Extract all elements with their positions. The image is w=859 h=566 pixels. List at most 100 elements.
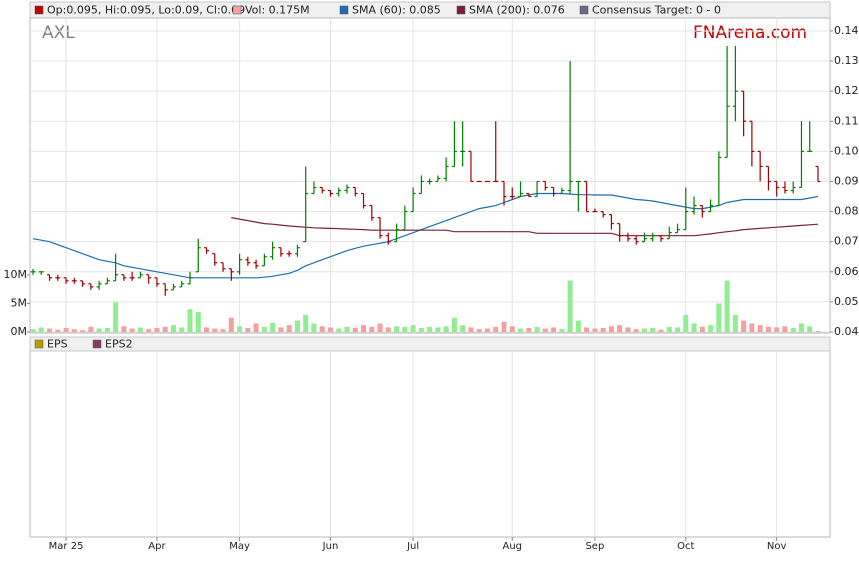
volume-bar [468,327,474,332]
ticker: AXL [42,23,75,43]
volume-bar [708,325,714,332]
volume-bar [509,326,515,332]
y-tick-label: 0.14 [834,24,859,37]
y2-tick-label: 10M [4,268,28,281]
volume-bar [484,328,490,332]
volume-bar [237,326,243,332]
volume-bar [162,326,168,332]
legend-label: EPS [47,338,68,351]
volume-bar [658,329,664,332]
volume-bar [600,328,606,332]
volume-bar [336,328,342,332]
volume-bar [352,328,358,332]
volume-bar [253,323,259,332]
x-tick-label: Sep [585,541,604,552]
y-tick-label: 0.12 [834,84,859,97]
volume-bar [319,326,325,332]
watermark: FNArena.com [693,23,807,43]
y-tick-label: 0.10 [834,144,859,157]
x-tick-label: May [229,541,250,552]
legend-label: Op:0.095, Hi:0.095, Lo:0.09, Cl:0.09 [47,4,245,17]
volume-bar [650,328,656,332]
volume-bar [559,329,565,332]
volume-bar [749,323,755,332]
volume-bar [625,327,631,332]
y-tick-label: 0.04 [834,325,859,338]
legend-swatch [456,5,466,15]
volume-bar [724,280,730,332]
volume-bar [534,326,540,332]
volume-bar [641,328,647,332]
volume-bar [807,326,813,332]
y-tick-label: 0.09 [834,174,859,187]
volume-bar [195,312,201,332]
volume-bar [741,320,747,332]
volume-bar [63,328,69,332]
y-tick-label: 0.05 [834,295,859,308]
volume-bar [410,325,416,332]
volume-bar [80,330,86,332]
volume-bar [294,320,300,332]
y2-tick-label: 5M [11,296,28,309]
volume-bar [443,326,449,332]
y-tick-label: 0.06 [834,265,859,278]
volume-bar [377,323,383,332]
volume-bar [71,329,77,332]
volume-bar [121,326,127,332]
volume-bar [666,326,672,332]
legend-label: Consensus Target: 0 - 0 [592,4,721,17]
volume-bar [608,326,614,332]
volume-bar [732,314,738,332]
volume-bar [47,328,53,332]
volume-bar [170,325,176,332]
volume-bar [575,320,581,332]
volume-bar [757,325,763,332]
legend-label: SMA (60): 0.085 [352,4,441,17]
volume-bar [774,327,780,332]
legend-swatch [34,339,44,349]
volume-bar [435,327,441,332]
volume-bar [344,326,350,332]
volume-bar [104,328,110,332]
volume-bar [460,325,466,332]
volume-bar [146,329,152,332]
volume-bar [286,325,292,332]
volume-bar [691,323,697,332]
eps-panel [29,336,831,538]
volume-bar [245,328,251,332]
y-tick-label: 0.07 [834,235,859,248]
volume-bar [55,329,61,332]
volume-bar [418,328,424,332]
legend-swatch [34,5,44,15]
volume-bar [427,326,433,332]
volume-bar [220,329,226,332]
volume-bar [476,329,482,332]
volume-bar [154,328,160,332]
volume-bar [270,322,276,332]
y-tick-label: 0.11 [834,114,859,127]
volume-bar [369,326,375,332]
volume-bar [493,326,499,332]
y-tick-label: 0.13 [834,54,859,67]
legend-swatch [232,5,242,15]
volume-bar [782,326,788,332]
legend-swatch [339,5,349,15]
volume-bar [501,321,507,332]
volume-bar [394,326,400,332]
x-tick-label: Jul [406,541,419,552]
volume-bar [716,303,722,332]
legend-label: Vol: 0.175M [245,4,310,17]
legend-swatch [579,5,589,15]
x-tick-label: Aug [502,541,522,552]
volume-bar [137,327,143,332]
legend-label: EPS2 [105,338,133,351]
volume-bar [129,328,135,332]
volume-bar [451,317,457,332]
volume-bar [592,328,598,332]
volume-bar [385,327,391,332]
x-tick-label: Jun [322,541,339,552]
volume-bar [567,280,573,332]
volume-bar [617,325,623,332]
x-tick-label: Oct [677,541,694,552]
